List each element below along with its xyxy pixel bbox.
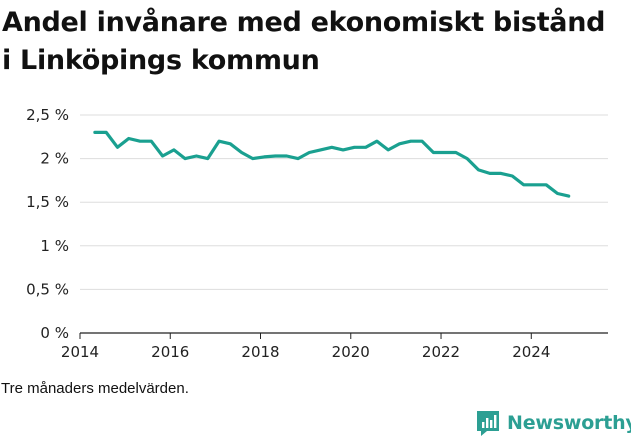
brand-name: Newsworthy — [507, 412, 631, 434]
chart-title: Andel invånare med ekonomiskt bistånd i … — [2, 7, 606, 76]
newsworthy-brand[interactable]: Newsworthy — [475, 407, 631, 439]
x-tick-label: 2018 — [241, 343, 279, 361]
newsworthy-logo-icon — [477, 411, 499, 436]
y-tick-label: 2 % — [40, 150, 69, 168]
y-tick-label: 1,5 % — [26, 193, 69, 211]
y-tick-label: 0,5 % — [26, 280, 69, 298]
chart-caption: Tre månaders medelvärden. — [1, 380, 189, 397]
y-tick-label: 2,5 % — [26, 106, 69, 124]
line-chart: 0 % 0,5 % 1 % 1,5 % 2 % 2,5 % 2014 2016 2018 202… — [26, 106, 608, 361]
y-axis-ticks: 0 % 0,5 % 1 % 1,5 % 2 % 2,5 % — [26, 106, 69, 342]
x-tick-label: 2016 — [151, 343, 189, 361]
series-lines — [93, 130, 571, 198]
x-tick-label: 2024 — [512, 343, 550, 361]
y-tick-label: 1 % — [40, 237, 69, 255]
x-tick-label: 2020 — [332, 343, 370, 361]
y-tick-label: 0 % — [40, 324, 69, 342]
x-axis: 2014 2016 2018 2020 2022 2024 — [61, 332, 608, 361]
x-tick-label: 2022 — [422, 343, 460, 361]
gridlines — [80, 114, 608, 290]
x-tick-label: 2014 — [61, 343, 99, 361]
series-line — [93, 130, 571, 198]
